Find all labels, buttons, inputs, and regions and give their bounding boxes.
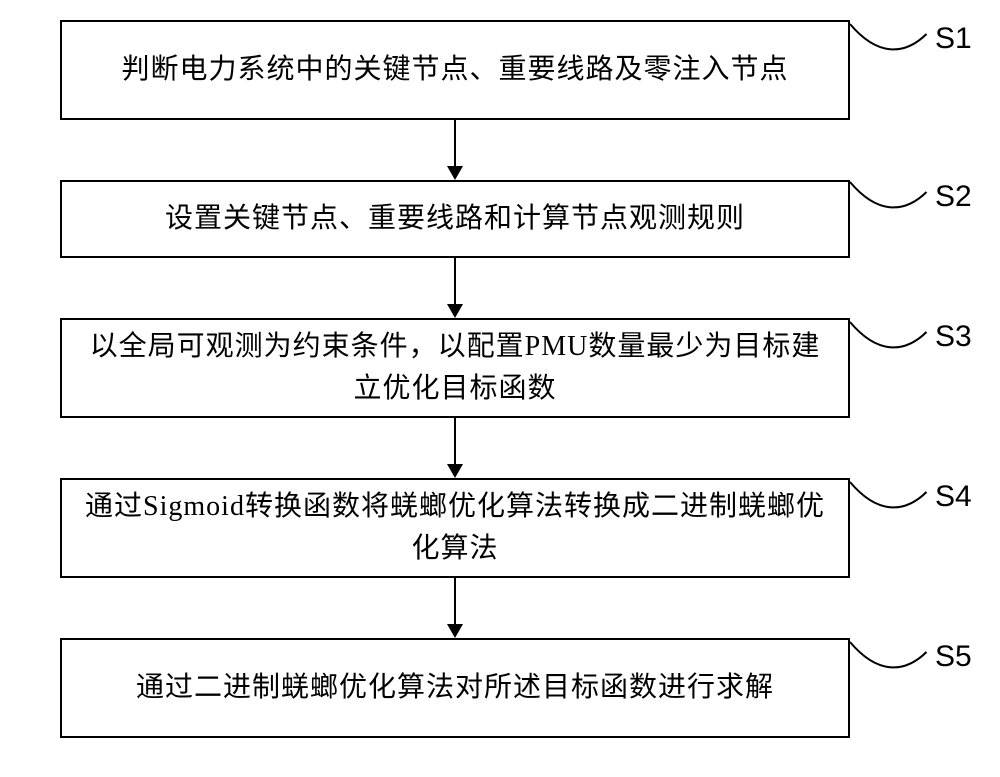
arrow-head-icon: [447, 464, 463, 478]
step-label-s3: S3: [935, 320, 972, 354]
arrow-line: [454, 418, 456, 464]
step-label-s4: S4: [935, 480, 972, 514]
step-label-s5: S5: [935, 640, 972, 674]
arrow-line: [454, 120, 456, 166]
connector-curve: [850, 638, 940, 678]
arrow-head-icon: [447, 166, 463, 180]
step-box-s4: 通过Sigmoid转换函数将蜣螂优化算法转换成二进制蜣螂优化算法: [60, 478, 850, 578]
step-box-s5: 通过二进制蜣螂优化算法对所述目标函数进行求解: [60, 638, 850, 738]
step-label-s2: S2: [935, 180, 972, 214]
step-text: 设置关键节点、重要线路和计算节点观测规则: [165, 198, 745, 240]
connector-curve: [850, 318, 940, 358]
flowchart-canvas: 判断电力系统中的关键节点、重要线路及零注入节点 S1 设置关键节点、重要线路和计算节…: [0, 0, 1000, 777]
connector-curve: [850, 478, 940, 518]
step-text: 通过二进制蜣螂优化算法对所述目标函数进行求解: [136, 667, 774, 709]
step-label-s1: S1: [935, 22, 972, 56]
arrow-line: [454, 258, 456, 304]
arrow-line: [454, 578, 456, 624]
step-text: 通过Sigmoid转换函数将蜣螂优化算法转换成二进制蜣螂优化算法: [78, 486, 832, 570]
connector-curve: [850, 178, 940, 218]
step-box-s3: 以全局可观测为约束条件，以配置PMU数量最少为目标建立优化目标函数: [60, 318, 850, 418]
connector-curve: [850, 20, 940, 60]
step-text: 判断电力系统中的关键节点、重要线路及零注入节点: [121, 49, 788, 91]
arrow-head-icon: [447, 304, 463, 318]
arrow-head-icon: [447, 624, 463, 638]
step-text: 以全局可观测为约束条件，以配置PMU数量最少为目标建立优化目标函数: [78, 326, 832, 410]
step-box-s1: 判断电力系统中的关键节点、重要线路及零注入节点: [60, 20, 850, 120]
step-box-s2: 设置关键节点、重要线路和计算节点观测规则: [60, 180, 850, 258]
